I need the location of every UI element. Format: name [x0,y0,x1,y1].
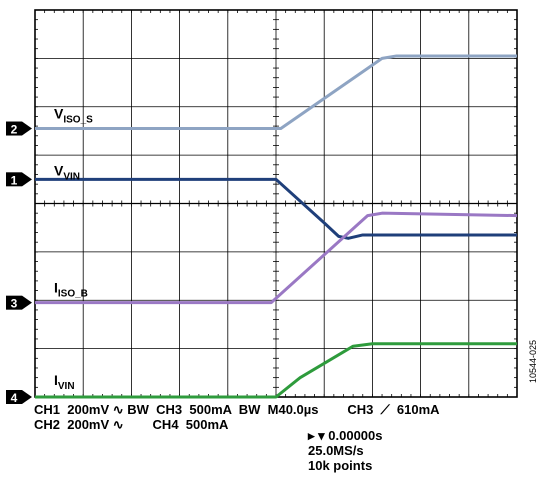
channel-3-marker: 3 [6,295,32,311]
channel-2-marker: 2 [6,121,32,137]
channel-1-marker: 1 [6,172,32,187]
trace-label: IISO_B [54,280,88,300]
trace-v-vin [35,177,517,240]
channel-marker-number: 3 [11,297,18,311]
sample-rate: 25.0MS/s [308,443,364,458]
trace-i-vin [35,342,517,399]
trace-label-name: V [54,162,64,178]
trace-label-subscript: VIN [63,171,80,182]
trace-i-iso_b [35,211,518,305]
channel-marker-box [6,121,22,136]
figure-id: 10544-025 [528,339,538,383]
trigger-position: ▸ ▾ 0.00000s [308,428,383,443]
trace-label-subscript: ISO_B [58,289,88,300]
trace-label: VVIN [54,162,80,182]
readout-line-2: CH2 200mV ∿ CH4 500mA [34,417,229,432]
channel-marker-arrow [22,172,32,187]
trace-label: IVIN [54,372,75,392]
readout-line-1: CH1 200mV ∿ BW CH3 500mA BW M40.0µs CH3 … [34,402,440,417]
trace-label-subscript: ISO_S [63,115,93,126]
channel-4-marker: 4 [6,390,32,405]
channel-marker-arrow [22,390,32,404]
record-length: 10k points [308,458,373,473]
channel-marker-arrow [22,295,32,310]
channel-marker-number: 4 [11,391,18,405]
channel-marker-box [6,172,22,187]
trace-label-name: V [54,106,64,122]
trace-label: VISO_S [54,106,93,126]
channel-marker-box [6,295,22,310]
graticule [34,9,518,398]
traces [35,54,518,399]
channel-marker-arrow [22,121,32,136]
channel-marker-box [6,390,22,404]
channel-markers: 2 1 3 4 [6,121,32,405]
trace-label-name: I [54,280,58,296]
channel-marker-number: 1 [11,173,18,187]
trace-label-name: I [54,372,58,388]
trace-v-iso_s [35,54,517,131]
trace-label-subscript: VIN [58,381,75,392]
channel-marker-number: 2 [11,123,18,137]
